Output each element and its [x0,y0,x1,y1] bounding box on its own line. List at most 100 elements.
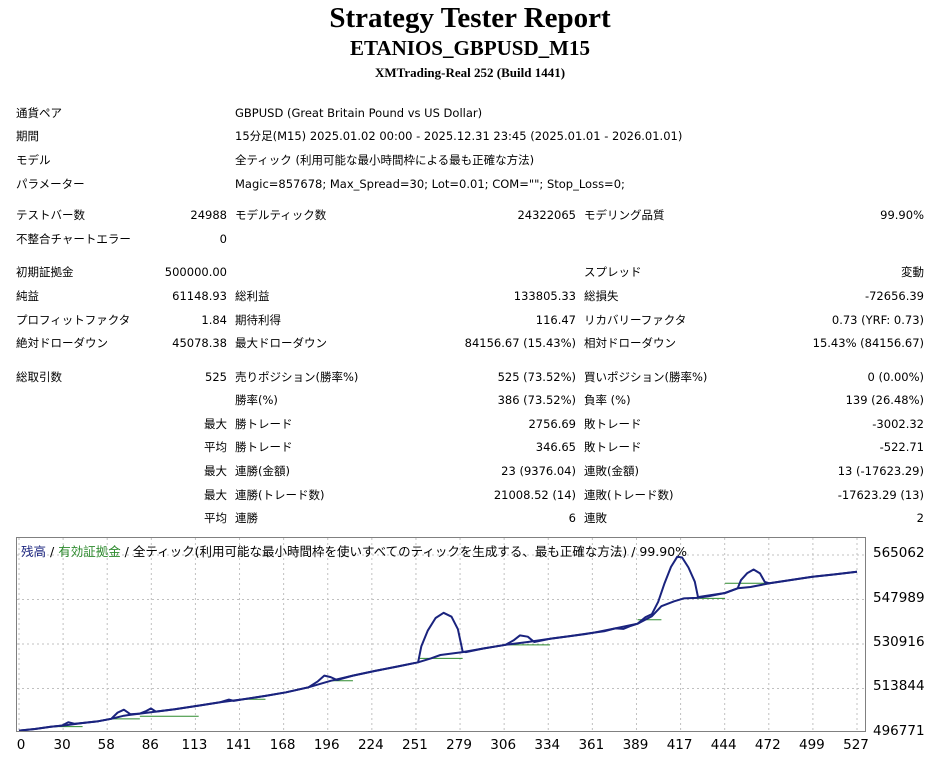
bars-label: テストバー数 [16,208,85,222]
x-tick-label: 113 [181,737,208,753]
period-value: 15分足(M15) 2025.01.02 00:00 - 2025.12.31 … [235,129,683,143]
max-consec-profit-value: 21008.52 (14) [493,488,576,502]
x-tick-label: 251 [402,737,428,753]
gross-loss-label: 総損失 [584,289,619,303]
net-profit-value: 61148.93 [172,289,227,303]
avg-consec-losses-label: 連敗 [584,511,607,525]
rel-drawdown-value: 15.43% (84156.67) [812,336,924,350]
params-label: パラメーター [16,177,85,191]
max-consec-profit-label: 連勝(トレード数) [235,488,325,502]
model-label: モデル [16,153,51,167]
win-rate-label: 勝率(%) [235,393,278,407]
x-tick-label: 417 [666,737,693,753]
largest-win-value: 2756.69 [528,417,576,431]
legend-separator: / [46,544,59,559]
long-positions-value: 0 (0.00%) [867,370,924,384]
net-profit-label: 純益 [16,289,39,303]
spread-label: スプレッド [584,265,642,279]
symbol-value: GBPUSD (Great Britain Pound vs US Dollar… [235,106,483,120]
ticks-value: 24322065 [517,208,576,222]
x-tick-label: 472 [754,737,781,753]
x-tick-label: 306 [490,737,517,753]
rel-drawdown-label: 相対ドローダウン [584,336,676,350]
x-tick-label: 361 [578,737,605,753]
long-positions-label: 買いポジション(勝率%) [584,370,708,384]
ticks-label: モデルティック数 [235,208,327,222]
avg-consec-wins-value: 6 [568,511,576,525]
legend-description: / 全ティック(利用可能な最小時間枠を使いすべてのティックを生成する、最も正確な… [120,544,688,559]
period-label: 期間 [16,129,39,143]
y-tick-label: 496771 [873,723,925,739]
max-consec-wins-value: 23 (9376.04) [501,464,576,478]
y-tick-label: 547989 [873,589,925,606]
avg-consec-losses-value: 2 [916,511,924,525]
recovery-factor-value: 0.73 (YRF: 0.73) [831,313,924,327]
x-tick-label: 0 [16,737,26,753]
x-tick-label: 389 [622,737,649,753]
gross-loss-value: -72656.39 [864,289,924,303]
spread-value: 変動 [901,265,924,279]
x-tick-label: 141 [225,737,252,753]
x-tick-label: 196 [313,737,340,753]
largest-loss-label: 敗トレード [584,417,642,431]
x-tick-label: 168 [269,737,296,753]
y-tick-label: 565062 [873,545,925,561]
report-title: Strategy Tester Report [329,2,611,34]
equity-line [18,555,858,731]
avg-loss-value: -522.71 [879,440,924,454]
x-tick-label: 279 [446,737,472,753]
largest-prefix-2: 最大 [204,464,227,478]
avg-loss-label: 敗トレード [584,440,642,454]
total-trades-value: 525 [205,370,227,384]
abs-drawdown-label: 絶対ドローダウン [16,336,108,350]
params-value: Magic=857678; Max_Spread=30; Lot=0.01; C… [235,177,625,191]
largest-prefix: 最大 [204,417,227,431]
quality-label: モデリング品質 [584,208,665,222]
x-tick-label: 58 [97,737,115,753]
y-tick-label: 513844 [873,678,925,695]
x-tick-label: 527 [843,737,869,753]
x-tick-label: 224 [357,737,384,753]
largest-prefix-3: 最大 [204,488,227,502]
symbol-label: 通貨ペア [16,106,62,120]
balance-chart-plot [17,538,865,731]
recovery-factor-label: リカバリーファクタ [584,313,687,327]
legend-balance: 残高 [21,544,47,559]
deposit-value: 500000.00 [164,265,227,279]
max-consec-wins-label: 連勝(金額) [235,464,290,478]
profit-factor-value: 1.84 [201,313,227,327]
largest-loss-value: -3002.32 [872,417,924,431]
balance-line [18,570,858,731]
total-trades-label: 総取引数 [16,370,62,384]
max-drawdown-label: 最大ドローダウン [235,336,327,350]
short-positions-label: 売りポジション(勝率%) [235,370,359,384]
bars-value: 24988 [190,208,227,222]
avg-win-label: 勝トレード [235,440,293,454]
server-build: XMTrading-Real 252 (Build 1441) [374,65,566,80]
quality-value: 99.90% [880,208,924,222]
x-tick-label: 30 [53,737,71,753]
report-subtitle: ETANIOS_GBPUSD_M15 [350,36,590,60]
gross-profit-value: 133805.33 [513,289,576,303]
abs-drawdown-value: 45078.38 [172,336,227,350]
profit-factor-label: プロフィットファクタ [16,313,131,327]
max-drawdown-value: 84156.67 (15.43%) [464,336,576,350]
expected-payoff-label: 期待利得 [235,313,281,327]
x-tick-label: 444 [710,737,737,753]
win-rate-value: 386 (73.52%) [497,393,576,407]
x-tick-label: 499 [799,737,825,753]
model-value: 全ティック (利用可能な最小時間枠による最も正確な方法) [235,153,535,167]
y-tick-label: 530916 [873,634,925,650]
max-consec-loss-amount-value: -17623.29 (13) [837,488,924,502]
expected-payoff-value: 116.47 [535,313,576,327]
mismatch-value: 0 [219,232,227,246]
x-tick-label: 334 [534,737,561,753]
mismatch-label: 不整合チャートエラー [16,232,131,246]
x-tick-label: 86 [141,737,159,753]
loss-rate-label: 負率 (%) [584,393,631,407]
loss-rate-value: 139 (26.48%) [845,393,924,407]
balance-chart: 残高 / 有効証拠金 / 全ティック(利用可能な最小時間枠を使いすべてのティック… [16,537,866,732]
short-positions-value: 525 (73.52%) [497,370,576,384]
max-consec-loss-amount-label: 連敗(トレード数) [584,488,674,502]
average-prefix: 平均 [204,440,227,454]
